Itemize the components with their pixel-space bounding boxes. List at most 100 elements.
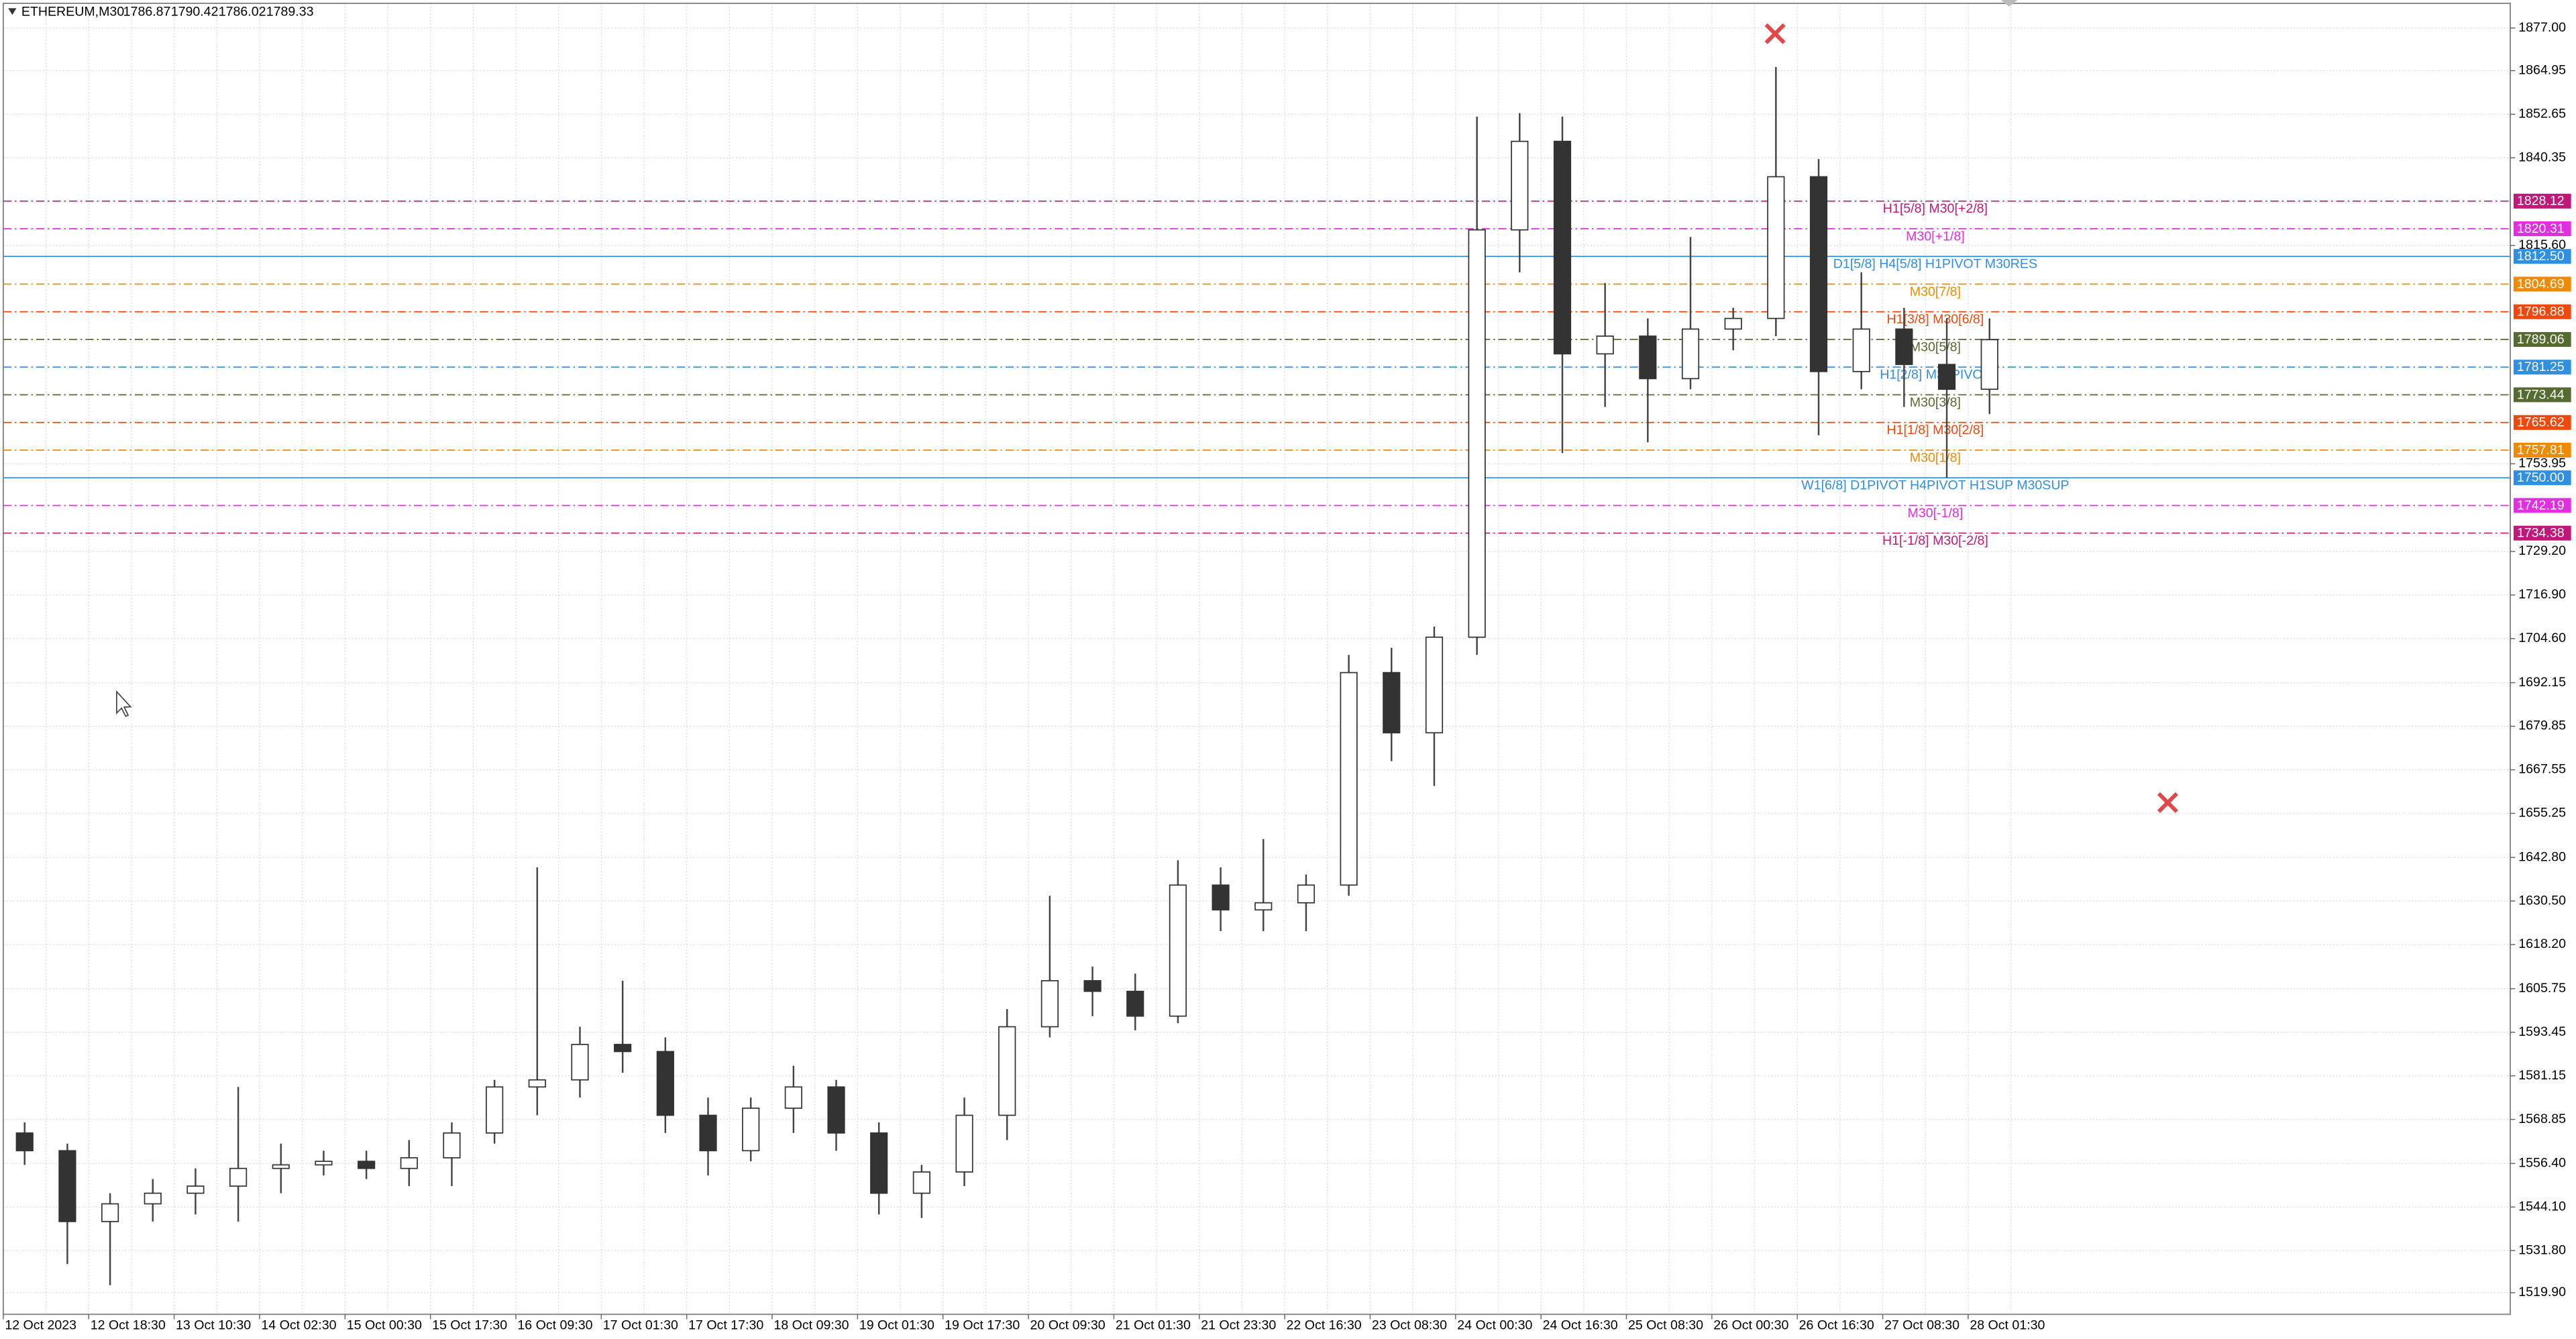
price-tag-label: 1820.31 [2517,221,2565,236]
y-tick-label: 1642.80 [2518,849,2566,864]
candle-body [101,1203,119,1222]
candle-body [272,1164,290,1169]
candle-body [571,1044,589,1081]
x-tick-label: 15 Oct 00:30 [347,1318,422,1333]
candle-body [784,1086,802,1109]
price-tag [2513,470,2571,486]
y-tick-label: 1630.50 [2518,893,2566,908]
candle-body [827,1086,845,1134]
level-text: D1[5/8] H4[5/8] H1PIVOT M30RES [1833,257,2037,272]
price-tag-label: 1734.38 [2517,526,2565,541]
candle-body [1254,902,1273,911]
candle-body [144,1192,162,1205]
x-tick-label: 25 Oct 08:30 [1628,1318,1703,1333]
x-tick-label: 12 Oct 18:30 [91,1318,166,1333]
x-tick-label: 26 Oct 16:30 [1799,1318,1874,1333]
y-tick-label: 1544.10 [2518,1199,2566,1214]
y-tick-label: 1815.60 [2518,237,2566,252]
candle-body [614,1044,632,1053]
y-tick-label: 1655.25 [2518,806,2566,820]
x-tick-label: 17 Oct 01:30 [603,1318,678,1333]
y-tick-label: 1568.85 [2518,1112,2566,1126]
x-tick-label: 12 Oct 2023 [5,1318,76,1333]
y-tick-label: 1593.45 [2518,1024,2566,1039]
y-tick-label: 1581.15 [2518,1068,2566,1083]
x-tick-label: 23 Oct 08:30 [1372,1318,1447,1333]
price-tag-label: 1773.44 [2517,387,2565,402]
price-tag-label: 1742.19 [2517,498,2565,513]
y-tick-label: 1864.95 [2518,63,2566,78]
quote-close: 1789.33 [266,5,314,19]
y-tick-label: 1519.90 [2518,1285,2566,1299]
x-tick-label: 20 Oct 09:30 [1030,1318,1106,1333]
level-text: M30[7/8] [1910,284,1961,299]
candle-body [1083,980,1102,992]
mouse-cursor [116,690,132,717]
object-marker[interactable] [2157,792,2178,813]
price-tag-label: 1812.50 [2517,249,2565,264]
level-text: H1[2/8] M30PIVOT [1880,368,1990,382]
level-text: H1[1/8] M30[2/8] [1887,423,1984,437]
quote-open: 1786.87 [123,5,171,19]
candle-body [912,1171,930,1194]
candle-body [699,1114,717,1152]
candle-body [443,1132,461,1159]
candle-body [358,1161,376,1169]
price-tag [2513,387,2571,403]
candle-body [1681,328,1700,380]
x-tick-label: 13 Oct 10:30 [176,1318,251,1333]
candle-body [1297,884,1316,904]
price-tag [2513,442,2571,458]
object-marker[interactable] [1764,23,1786,44]
candle-body [186,1185,205,1194]
y-tick-label: 1729.20 [2518,543,2566,558]
x-tick-label: 27 Oct 08:30 [1884,1318,1960,1333]
candle-body [58,1150,76,1222]
price-tag-label: 1757.81 [2517,443,2565,458]
candle-body [1383,672,1401,734]
quote-low: 1786.02 [219,5,266,19]
y-tick-label: 1679.85 [2518,718,2566,733]
candle-body [229,1167,248,1187]
candle-body [656,1051,674,1116]
candle-body [1937,364,1956,390]
candle-body [315,1161,333,1166]
y-tick-label: 1667.55 [2518,762,2566,777]
candle-body [870,1132,888,1194]
x-tick-label: 16 Oct 09:30 [517,1318,592,1333]
candle-body [1596,335,1614,355]
candle-body [1852,328,1870,372]
menu-arrow[interactable] [8,8,17,15]
candle-body [998,1026,1016,1116]
quote-high: 1790.42 [171,5,219,19]
price-tag [2513,525,2571,541]
level-text: M30[1/8] [1910,450,1961,465]
price-tag-label: 1828.12 [2517,194,2565,209]
price-tag [2513,498,2571,513]
level-text: H1[3/8] M30[6/8] [1887,312,1984,327]
candle-body [1468,229,1486,638]
x-tick-label: 18 Oct 09:30 [773,1318,849,1333]
y-tick-label: 1618.20 [2518,936,2566,951]
grid [3,3,2511,1315]
y-tick-label: 1877.00 [2518,20,2566,35]
candle-body [742,1108,760,1152]
candle-body [1980,339,1998,390]
candle-body [1724,317,1742,330]
x-tick-label: 24 Oct 16:30 [1543,1318,1618,1333]
y-tick-label: 1852.65 [2518,106,2566,121]
x-tick-label: 22 Oct 16:30 [1287,1318,1362,1333]
x-tick-label: 17 Oct 17:30 [688,1318,763,1333]
scroll-marker[interactable] [2000,0,2018,7]
level-text: M30[3/8] [1910,395,1961,410]
x-tick-label: 14 Oct 02:30 [261,1318,336,1333]
price-tag [2513,221,2571,237]
x-tick-label: 19 Oct 17:30 [945,1318,1020,1333]
price-tag-label: 1796.88 [2517,305,2565,319]
price-tag [2513,415,2571,430]
x-tick-label: 19 Oct 01:30 [859,1318,934,1333]
candle-body [1895,328,1913,366]
y-tick-label: 1531.80 [2518,1242,2566,1257]
price-tag [2513,360,2571,375]
